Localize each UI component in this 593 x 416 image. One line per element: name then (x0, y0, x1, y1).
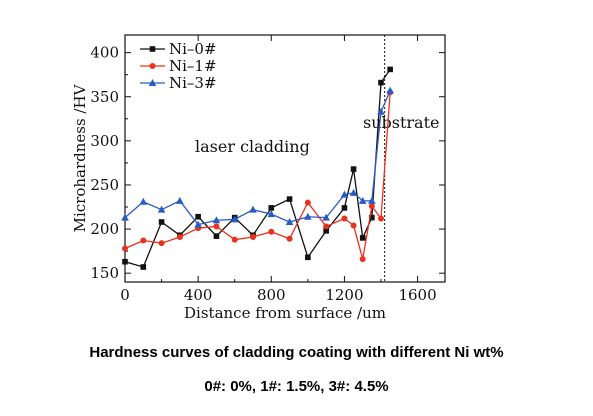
y-axis-label: Microhardness /HV (71, 83, 89, 232)
y-tick-label: 300 (90, 132, 119, 150)
data-point-series-1 (378, 215, 384, 222)
data-point-series-2 (285, 218, 294, 226)
data-point-series-0 (387, 66, 393, 73)
data-point-series-1 (158, 240, 165, 247)
data-point-series-2 (340, 190, 349, 198)
data-point-series-2 (358, 196, 367, 204)
data-point-series-2 (368, 196, 376, 204)
y-tick-label: 150 (90, 264, 119, 282)
data-point-series-2 (212, 216, 221, 224)
data-point-series-1 (250, 234, 256, 241)
x-tick-label: 800 (257, 286, 286, 304)
chart-svg: 0 400 800 1200 1600150200250300350400Distanc… (71, 34, 446, 322)
data-point-series-2 (322, 213, 330, 221)
data-point-series-0 (359, 235, 366, 241)
series-line-2 (124, 90, 391, 226)
data-point-series-1 (368, 203, 375, 210)
annotation-substrate: substrate (363, 113, 439, 132)
data-point-series-2 (121, 213, 129, 221)
figure-caption-subtitle: 0#: 0%, 1#: 1.5%, 3#: 4.5% (204, 378, 389, 395)
data-point-series-0 (323, 228, 329, 234)
legend-swatch-marker-2 (148, 79, 157, 86)
data-point-series-2 (349, 188, 358, 196)
data-point-series-0 (213, 233, 220, 239)
annotation-laser-cladding: laser cladding (195, 137, 310, 156)
data-point-series-1 (140, 237, 147, 244)
data-point-series-0 (122, 258, 128, 265)
data-point-series-2 (176, 196, 184, 204)
data-point-series-0 (268, 205, 275, 211)
data-point-series-2 (139, 197, 148, 205)
legend-swatch-marker-1 (149, 63, 156, 69)
data-point-series-0 (140, 264, 147, 270)
data-point-series-0 (369, 214, 375, 221)
data-point-series-2 (230, 215, 239, 223)
data-point-series-1 (359, 256, 366, 263)
data-point-series-2 (377, 107, 385, 115)
y-tick-label: 400 (90, 44, 119, 62)
data-point-series-1 (341, 215, 348, 222)
data-point-series-1 (122, 245, 128, 252)
y-tick-label: 350 (90, 88, 119, 106)
hardness-chart: 0 400 800 1200 1600 150 200 250 300 350 400 Distanc… (71, 34, 446, 322)
x-tick-label: 400 (184, 286, 213, 304)
x-axis-label: Distance from surface /um (184, 304, 386, 322)
data-point-series-1 (286, 235, 293, 242)
x-tick-label: 0 (120, 286, 130, 304)
data-point-series-1 (268, 228, 275, 235)
data-point-series-1 (323, 223, 330, 230)
x-tick-label: 1600 (398, 286, 436, 304)
y-tick-label: 250 (90, 176, 119, 194)
legend-label-1: Ni–1# (169, 57, 217, 75)
data-point-series-1 (176, 234, 183, 241)
data-point-series-0 (378, 79, 384, 86)
data-point-series-0 (286, 196, 293, 202)
data-point-series-2 (304, 212, 312, 220)
legend-label-0: Ni–0# (169, 40, 217, 58)
figure-caption-title: Hardness curves of cladding coating with… (89, 344, 504, 361)
data-point-series-0 (195, 213, 201, 220)
legend-label-2: Ni–3# (169, 74, 217, 92)
data-point-series-2 (249, 205, 257, 213)
plot-frame (124, 34, 446, 283)
data-point-series-0 (341, 205, 348, 211)
data-point-series-2 (267, 210, 276, 218)
data-point-series-1 (304, 199, 311, 206)
data-point-series-2 (157, 205, 166, 213)
legend-swatch-marker-0 (149, 46, 156, 52)
series-line-1 (124, 92, 391, 260)
x-tick-label: 1200 (325, 286, 363, 304)
data-point-series-0 (350, 166, 357, 172)
data-point-series-2 (194, 220, 202, 228)
y-tick-label: 200 (90, 220, 119, 238)
data-point-series-0 (158, 219, 165, 225)
series-line-0 (124, 69, 391, 268)
data-point-series-2 (386, 86, 394, 94)
data-point-series-1 (350, 222, 357, 229)
data-point-series-0 (305, 254, 311, 261)
data-point-series-1 (231, 236, 238, 243)
data-point-series-1 (213, 223, 220, 230)
